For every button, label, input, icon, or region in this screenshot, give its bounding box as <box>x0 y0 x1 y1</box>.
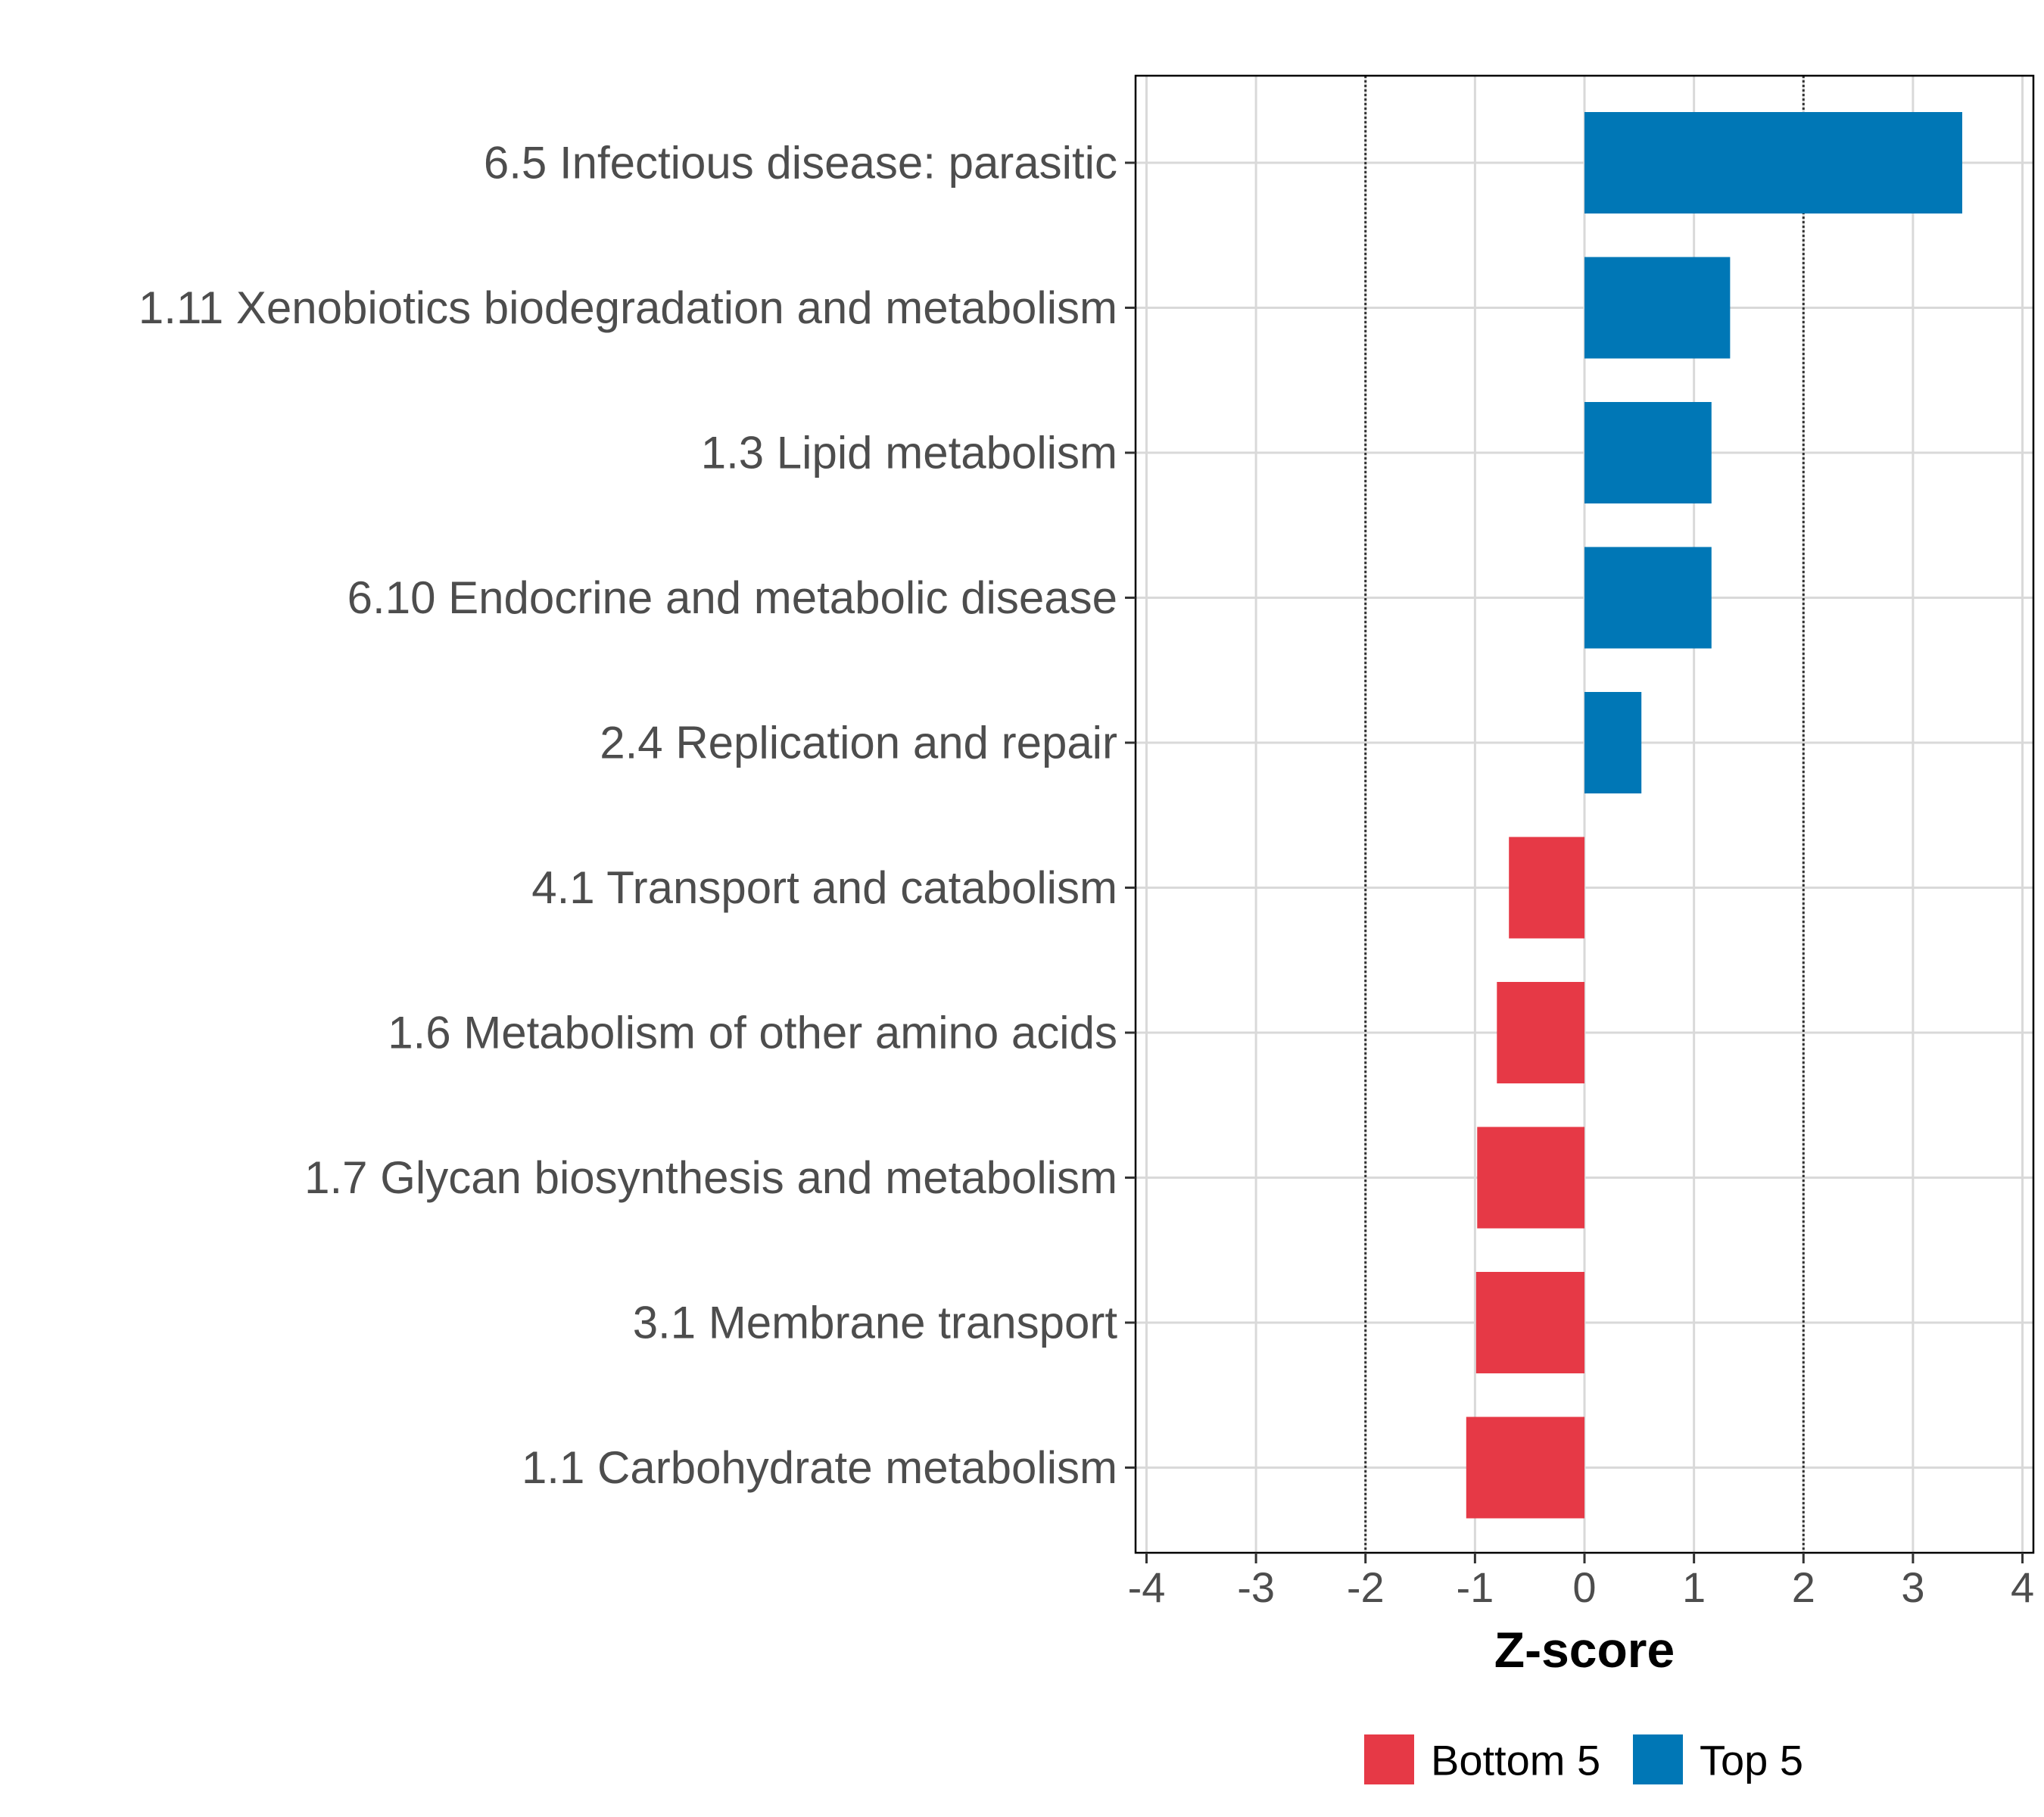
bar-6-10-endocrine-and-metabolic-disease <box>1584 547 1712 649</box>
bar-1-1-carbohydrate-metabolism <box>1466 1417 1584 1519</box>
category-label-6-10-endocrine-and-metabolic-disease: 6.10 Endocrine and metabolic disease <box>347 572 1117 623</box>
bar-2-4-replication-and-repair <box>1584 692 1642 793</box>
category-label-4-1-transport-and-catabolism: 4.1 Transport and catabolism <box>531 862 1117 913</box>
category-label-1-11-xenobiotics-biodegradation-and-metabolism: 1.11 Xenobiotics biodegradation and meta… <box>139 282 1117 333</box>
bar-6-5-infectious-disease-parasitic <box>1584 112 1962 213</box>
category-label-1-6-metabolism-of-other-amino-acids: 1.6 Metabolism of other amino acids <box>388 1008 1117 1058</box>
legend-label-bottom-5: Bottom 5 <box>1431 1737 1600 1784</box>
bar-3-1-membrane-transport <box>1475 1272 1584 1373</box>
bar-1-11-xenobiotics-biodegradation-and-metabolism <box>1584 257 1731 359</box>
legend: Bottom 5 Top 5 <box>1364 1734 1803 1784</box>
bar-4-1-transport-and-catabolism <box>1509 837 1584 939</box>
category-label-1-3-lipid-metabolism: 1.3 Lipid metabolism <box>701 428 1117 478</box>
bar-1-3-lipid-metabolism <box>1584 402 1712 503</box>
legend-label-top-5: Top 5 <box>1700 1737 1803 1784</box>
reference-lines <box>1364 76 1805 1553</box>
x-axis: -4 -3 -2 -1 0 1 2 3 4 <box>1128 1553 2034 1611</box>
x-tick-label-2: 2 <box>1792 1563 1815 1611</box>
x-tick-label-neg3: -3 <box>1237 1563 1275 1611</box>
category-label-1-7-glycan-biosynthesis-and-metabolism: 1.7 Glycan biosynthesis and metabolism <box>304 1152 1117 1203</box>
legend-swatch-top-5 <box>1633 1734 1683 1784</box>
x-tick-label-0: 0 <box>1572 1563 1596 1611</box>
x-tick-label-neg1: -1 <box>1456 1563 1494 1611</box>
x-tick-label-1: 1 <box>1682 1563 1706 1611</box>
category-label-1-1-carbohydrate-metabolism: 1.1 Carbohydrate metabolism <box>522 1442 1117 1493</box>
bar-1-6-metabolism-of-other-amino-acids <box>1497 982 1584 1083</box>
x-tick-label-neg2: -2 <box>1347 1563 1385 1611</box>
y-axis: 6.5 Infectious disease: parasitic 1.11 Xe… <box>139 138 1136 1493</box>
bar-1-7-glycan-biosynthesis-and-metabolism <box>1477 1127 1584 1229</box>
x-axis-title: Z-score <box>1494 1622 1675 1678</box>
category-label-2-4-replication-and-repair: 2.4 Replication and repair <box>600 718 1117 768</box>
category-label-6-5-infectious-disease-parasitic: 6.5 Infectious disease: parasitic <box>484 138 1117 189</box>
category-label-3-1-membrane-transport: 3.1 Membrane transport <box>633 1298 1118 1348</box>
legend-swatch-bottom-5 <box>1364 1734 1414 1784</box>
bars <box>1466 112 1962 1519</box>
x-tick-label-4: 4 <box>2011 1563 2034 1611</box>
x-tick-label-3: 3 <box>1901 1563 1924 1611</box>
x-tick-label-neg4: -4 <box>1128 1563 1166 1611</box>
